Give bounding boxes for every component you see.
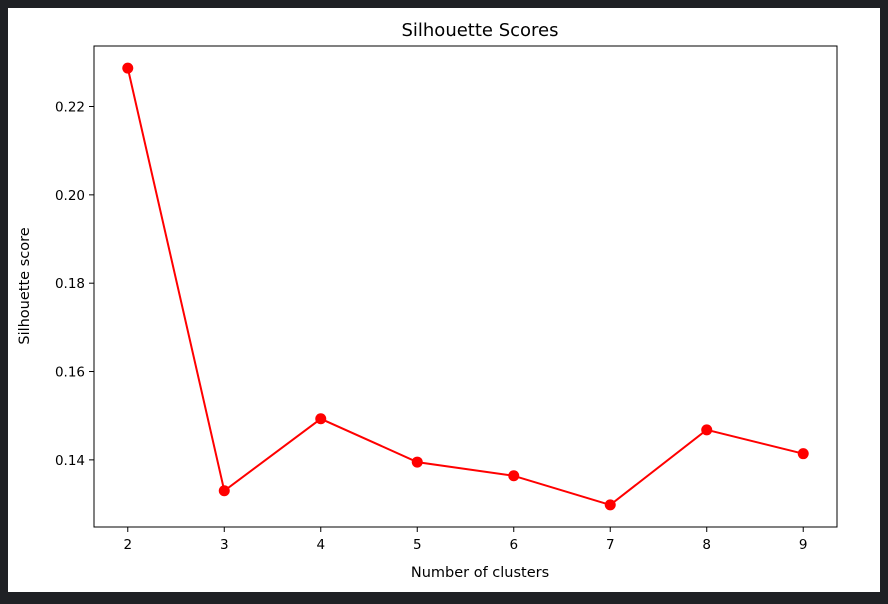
x-tick-label: 7 — [606, 537, 615, 553]
x-tick-label: 4 — [316, 537, 325, 553]
y-tick-label: 0.20 — [55, 188, 85, 204]
y-tick-label: 0.14 — [55, 453, 85, 469]
data-point — [604, 499, 616, 511]
y-tick-label: 0.18 — [55, 276, 85, 292]
x-tick-label: 6 — [509, 537, 518, 553]
data-point — [122, 62, 134, 74]
x-tick-label: 3 — [220, 537, 229, 553]
x-axis: 2 3 4 5 6 7 8 9 — [123, 527, 808, 553]
plot-area — [93, 45, 838, 528]
y-axis-label: Silhouette score — [17, 227, 33, 344]
x-tick-label: 9 — [799, 537, 808, 553]
chart-title: Silhouette Scores — [401, 20, 558, 41]
x-tick-label: 5 — [413, 537, 422, 553]
y-tick-label: 0.22 — [55, 100, 85, 116]
data-point — [508, 470, 520, 482]
data-point — [315, 413, 327, 425]
data-point — [218, 485, 230, 497]
y-tick-label: 0.16 — [55, 365, 85, 381]
data-point — [797, 448, 809, 460]
silhouette-score-line — [126, 67, 804, 507]
x-tick-label: 2 — [123, 537, 132, 553]
y-axis: 0.14 0.16 0.18 0.20 0.22 — [55, 100, 94, 469]
x-tick-label: 8 — [702, 537, 711, 553]
x-axis-label: Number of clusters — [411, 565, 549, 581]
data-point — [411, 456, 423, 468]
data-point — [701, 424, 713, 436]
silhouette-score-markers — [122, 62, 809, 511]
